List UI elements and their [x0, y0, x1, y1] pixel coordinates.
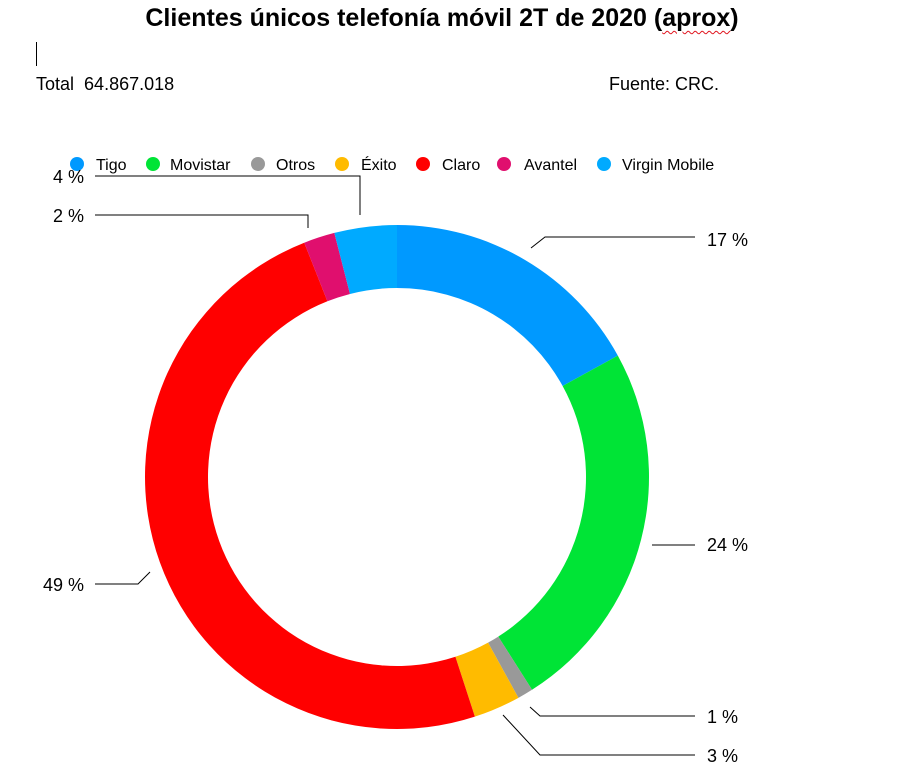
donut-slices — [144, 225, 649, 730]
legend-label-otros: Otros — [276, 157, 315, 174]
percent-label-tigo: 17 % — [707, 230, 748, 250]
leader-line-avantel — [95, 214, 309, 228]
leader-line-otros — [529, 706, 695, 717]
legend-marker-claro — [416, 157, 430, 171]
legend-marker-avantel — [497, 157, 511, 171]
slice-otros — [488, 636, 533, 698]
slice-movistar — [498, 355, 649, 690]
chart-title-aprox: aprox — [662, 4, 731, 32]
legend-marker-movistar — [146, 157, 160, 171]
legend-marker-otros — [251, 157, 265, 171]
leader-line-virgin-mobile — [95, 175, 361, 215]
source-text: Fuente: CRC. — [609, 74, 720, 94]
chart-title: Clientes únicos telefonía móvil 2T de 20… — [0, 2, 884, 34]
total-value: 64.867.018 — [84, 74, 175, 94]
leader-line-tigo — [530, 236, 695, 249]
legend-marker-exito — [335, 157, 349, 171]
chart-legend: Tigo Movistar Otros Éxito Claro Avantel Virgin… — [70, 155, 714, 174]
legend-marker-virgin-mobile — [597, 157, 611, 171]
legend-label-virgin-mobile: Virgin Mobile — [622, 157, 714, 174]
leader-line-claro — [95, 571, 151, 585]
percent-label-exito: 3 % — [707, 746, 738, 766]
legend-label-tigo: Tigo — [96, 157, 127, 174]
legend-label-exito: Éxito — [361, 155, 397, 174]
chart-title-end: ) — [730, 4, 739, 32]
slice-tigo — [397, 225, 618, 386]
legend-label-movistar: Movistar — [170, 157, 231, 174]
percent-label-virgin-mobile: 4 % — [53, 167, 84, 187]
legend-marker-tigo — [70, 157, 84, 171]
percent-label-movistar: 24 % — [707, 535, 748, 555]
leader-line-exito — [502, 714, 695, 756]
slice-avantel — [304, 232, 350, 302]
leader-lines — [95, 175, 695, 756]
slice-exito — [455, 642, 519, 717]
percent-labels: 17 % 24 % 1 % 3 % 49 % 2 % 4 % — [43, 167, 748, 766]
chart-title-text: Clientes únicos telefonía móvil 2T de 20… — [145, 4, 663, 32]
legend-label-avantel: Avantel — [524, 157, 577, 174]
percent-label-otros: 1 % — [707, 707, 738, 727]
percent-label-avantel: 2 % — [53, 206, 84, 226]
percent-label-claro: 49 % — [43, 575, 84, 595]
slice-claro — [144, 242, 475, 730]
total-label: Total — [36, 74, 75, 94]
total-row: Total 64.867.018 — [36, 73, 174, 95]
text-cursor — [36, 42, 37, 66]
slice-virgin-mobile — [334, 225, 397, 294]
legend-label-claro: Claro — [442, 157, 480, 174]
